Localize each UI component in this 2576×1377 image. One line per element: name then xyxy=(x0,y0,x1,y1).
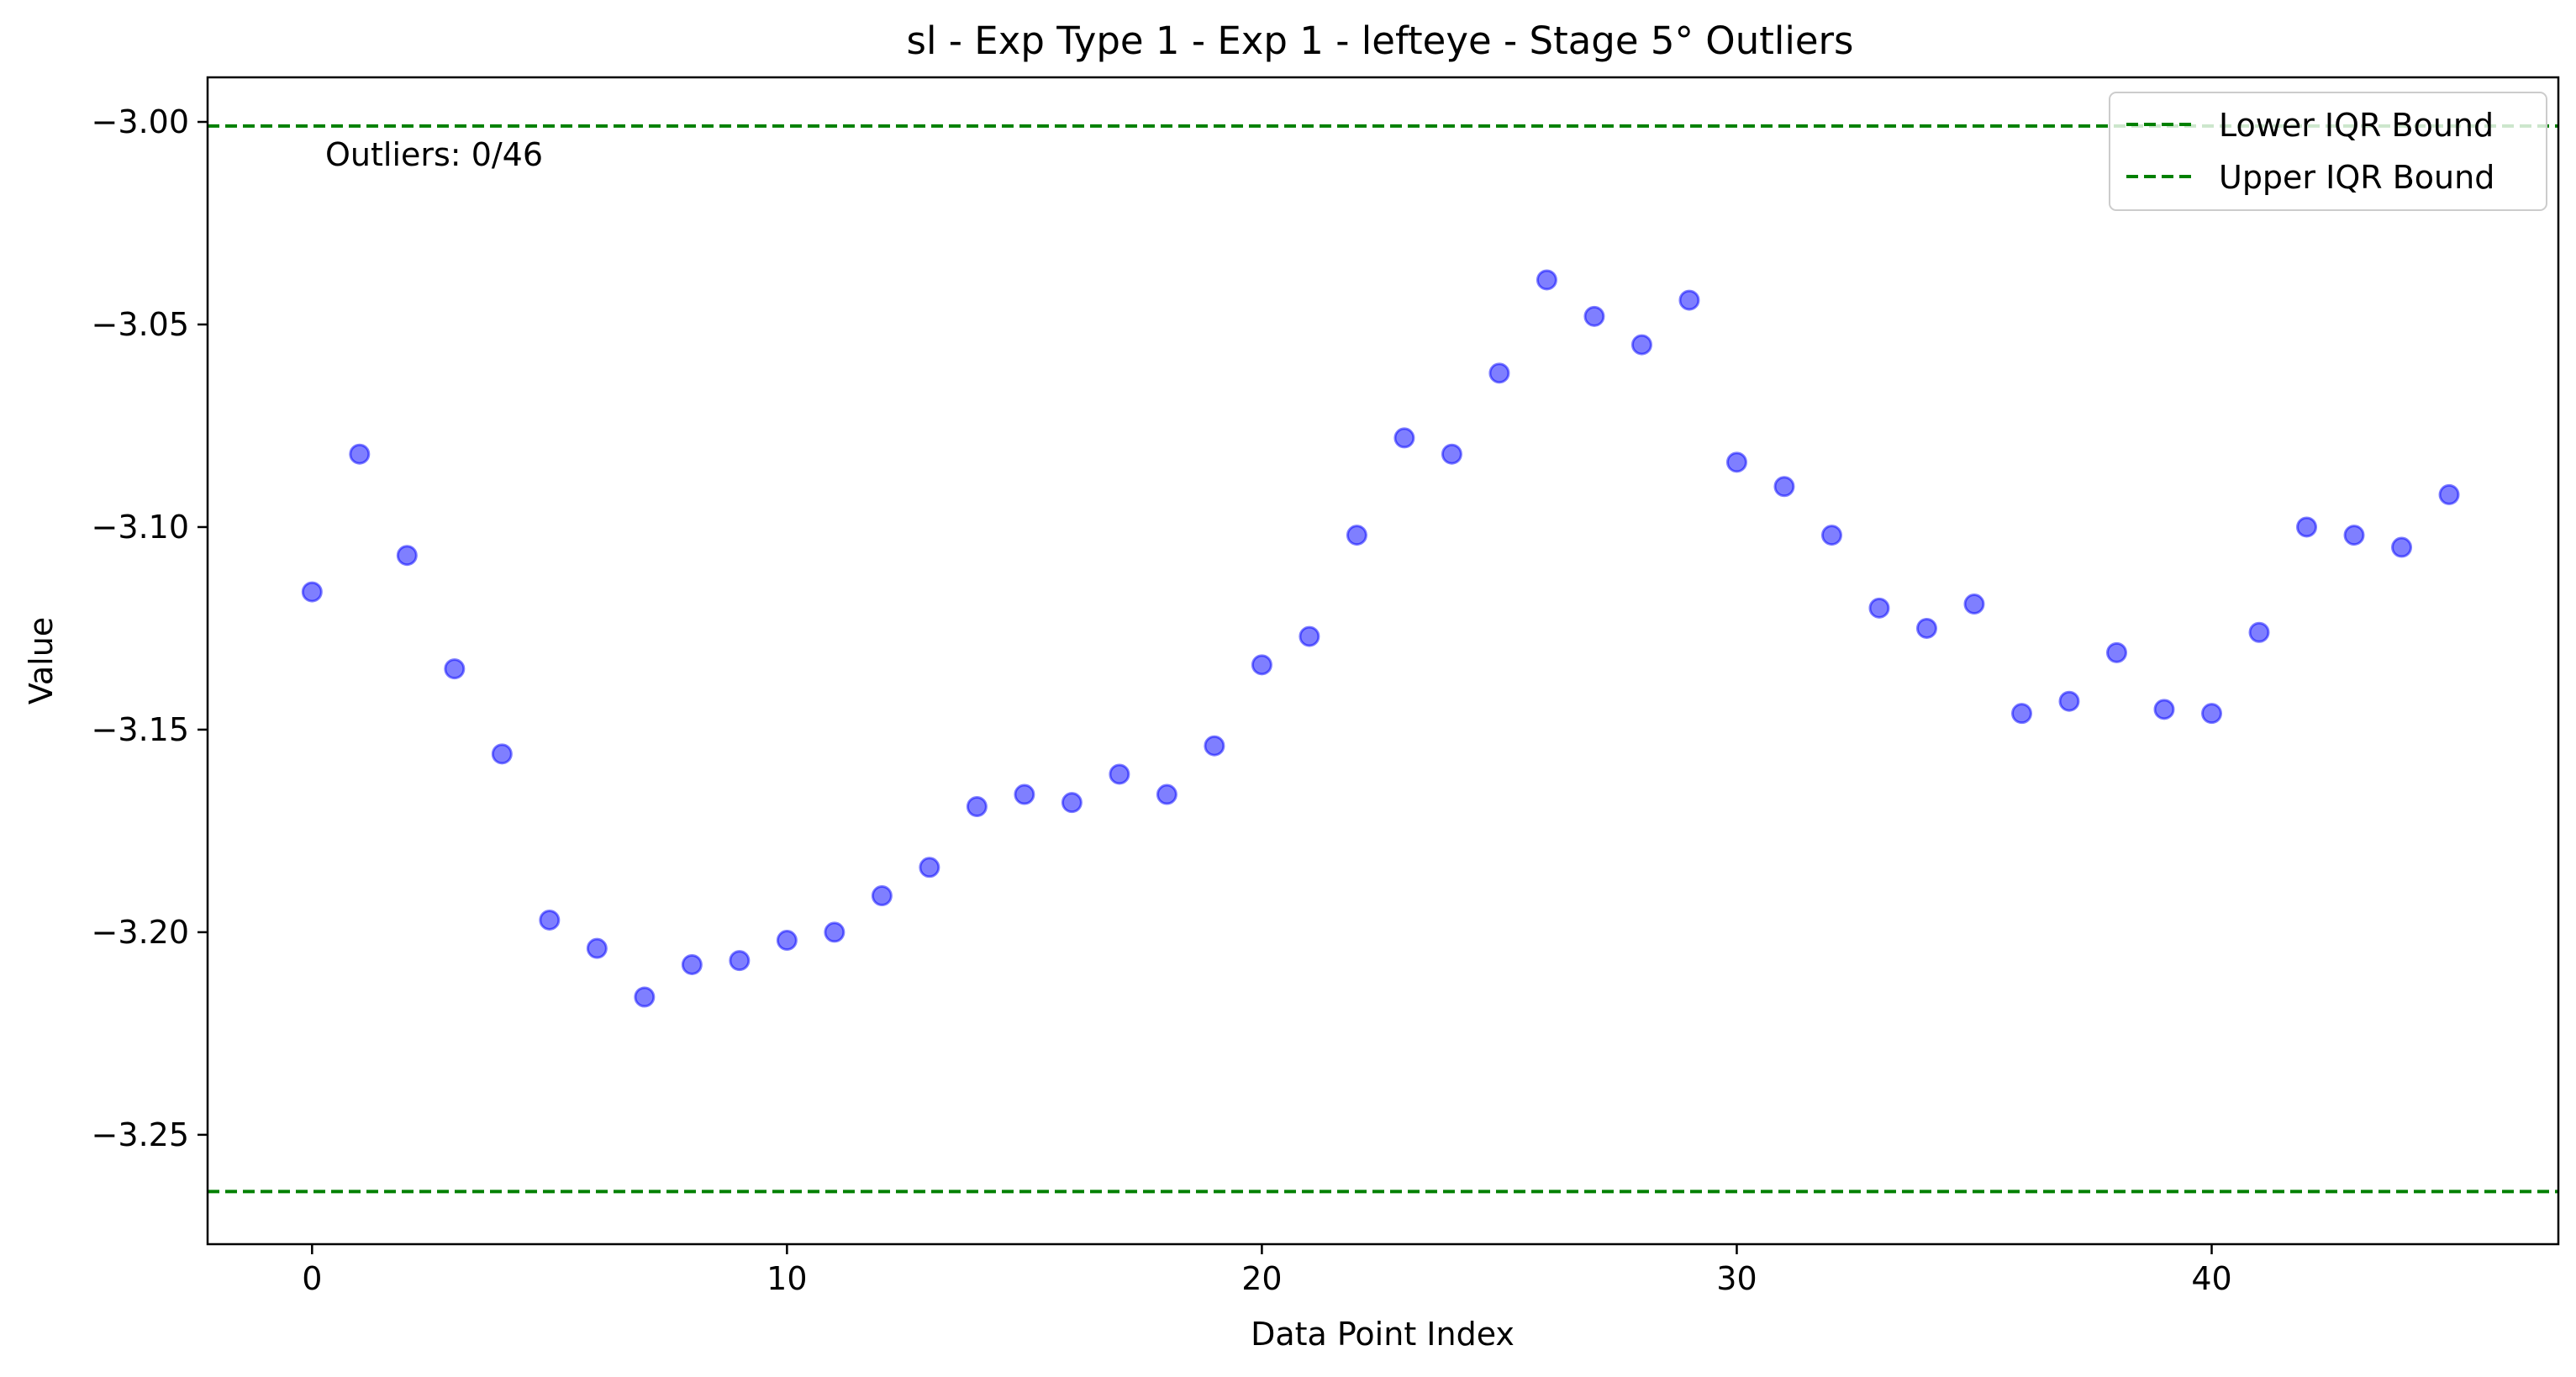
y-tick-label: −3.10 xyxy=(92,509,189,546)
data-point xyxy=(1251,654,1272,676)
data-point xyxy=(2058,690,2080,712)
data-point xyxy=(1820,525,1842,546)
data-point xyxy=(444,658,466,680)
y-axis-title: Value xyxy=(23,617,60,704)
data-point xyxy=(349,443,371,465)
data-point xyxy=(871,885,893,907)
data-point xyxy=(539,909,561,931)
y-tick-label: −3.05 xyxy=(92,306,189,343)
legend-label-upper: Upper IQR Bound xyxy=(2219,159,2494,196)
data-point xyxy=(1678,289,1700,311)
data-point xyxy=(1630,334,1652,356)
data-point xyxy=(396,545,418,567)
data-point xyxy=(729,950,751,972)
data-point xyxy=(2153,699,2175,720)
plot-area xyxy=(206,76,2560,1246)
x-axis-title: Data Point Index xyxy=(1251,1316,1515,1353)
x-tick-label: 10 xyxy=(766,1260,807,1297)
data-point xyxy=(966,796,988,817)
x-axis: 0 10 20 30 40 xyxy=(302,1244,2232,1297)
legend-label-lower: Lower IQR Bound xyxy=(2219,107,2494,144)
data-point xyxy=(1156,783,1177,805)
data-point xyxy=(1014,783,1035,805)
data-point xyxy=(586,937,608,959)
data-point xyxy=(2010,703,2032,725)
x-tick-label: 0 xyxy=(302,1260,322,1297)
y-tick-label: −3.00 xyxy=(92,103,189,140)
data-point xyxy=(1773,476,1795,498)
y-axis: −3.00 −3.05 −3.10 −3.15 −3.20 −3.25 xyxy=(92,103,208,1153)
data-point xyxy=(1868,597,1890,619)
data-point xyxy=(1441,443,1462,465)
data-point xyxy=(776,930,798,952)
data-point xyxy=(1915,617,1937,639)
data-point xyxy=(634,986,656,1008)
data-point xyxy=(2438,483,2460,505)
chart-title: sl - Exp Type 1 - Exp 1 - lefteye - Stag… xyxy=(907,18,1854,63)
legend-box xyxy=(2109,92,2547,211)
data-point xyxy=(2296,516,2318,538)
data-point xyxy=(1109,763,1130,785)
data-point xyxy=(2201,703,2223,725)
plot-frame xyxy=(206,76,2560,1246)
y-tick-label: −3.25 xyxy=(92,1116,189,1153)
bound-lines xyxy=(208,124,2558,1194)
x-tick-label: 40 xyxy=(2191,1260,2231,1297)
data-point xyxy=(1299,625,1320,647)
data-point xyxy=(301,581,323,603)
plot-background xyxy=(208,77,2558,1244)
data-point xyxy=(824,921,845,943)
data-point xyxy=(1346,525,1367,546)
outliers-annotation: Outliers: 0/46 xyxy=(325,136,543,173)
data-point xyxy=(681,953,703,975)
y-tick-label: −3.15 xyxy=(92,711,189,748)
data-point xyxy=(2248,621,2270,643)
data-point xyxy=(2343,525,2365,546)
y-tick-label: −3.20 xyxy=(92,914,189,951)
data-point xyxy=(491,743,513,765)
data-point xyxy=(1488,362,1510,384)
x-tick-label: 30 xyxy=(1716,1260,1757,1297)
data-point xyxy=(1583,305,1605,327)
data-point xyxy=(919,857,940,878)
data-point xyxy=(1204,735,1225,757)
data-point xyxy=(2106,641,2128,663)
legend: Lower IQR Bound Upper IQR Bound xyxy=(2109,92,2547,211)
x-tick-label: 20 xyxy=(1241,1260,1282,1297)
data-point xyxy=(1061,792,1083,814)
data-point xyxy=(1963,594,1985,615)
data-point xyxy=(1536,269,1557,291)
data-point xyxy=(2391,536,2413,558)
data-point xyxy=(1393,427,1415,449)
data-point xyxy=(1725,451,1747,473)
data-points xyxy=(301,269,2460,1008)
